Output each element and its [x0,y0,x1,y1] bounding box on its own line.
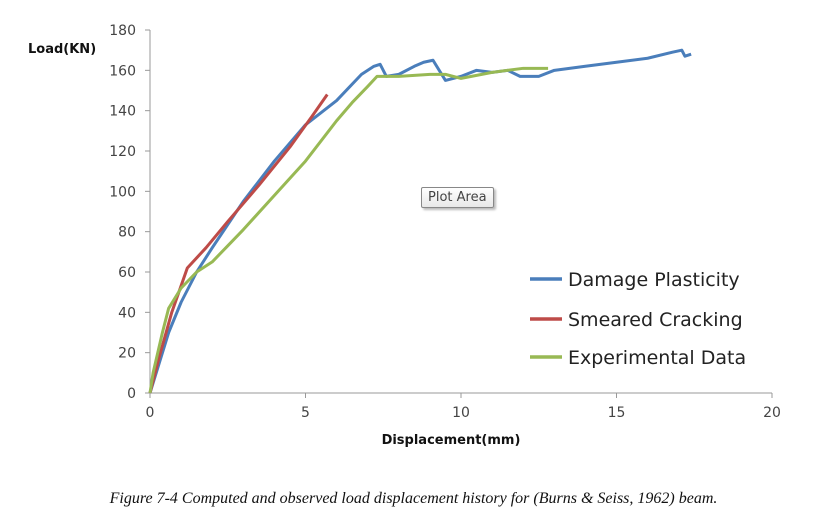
y-tick-label: 60 [118,265,136,281]
series-line-damage-plasticity [148,48,692,394]
x-tick-label: 15 [608,405,626,421]
figure-caption: Figure 7-4 Computed and observed load di… [109,490,718,507]
y-tick-label: 120 [109,144,136,160]
legend-label: Experimental Data [568,347,746,369]
y-tick-label: 80 [118,225,136,241]
x-tick-label: 10 [452,405,470,421]
y-tick-label: 140 [109,104,136,120]
y-tick-label: 20 [118,346,136,362]
x-axis-title: Displacement(mm) [382,433,521,448]
legend-label: Smeared Cracking [568,309,743,331]
y-tick-label: 160 [109,63,136,79]
y-tick-label: 0 [127,386,136,402]
x-tick-label: 0 [146,405,155,421]
x-tick-label: 20 [763,405,781,421]
plot-area-tooltip: Plot Area [421,187,494,208]
y-tick-label: 100 [109,184,136,200]
y-axis-title: Load(KN) [28,42,96,57]
series-line-smeared-cracking [148,93,329,394]
legend-label: Damage Plasticity [568,269,740,291]
series-line-experimental-data [148,66,549,394]
y-tick-label: 180 [109,23,136,39]
y-tick-label: 40 [118,305,136,321]
x-tick-label: 5 [301,405,310,421]
